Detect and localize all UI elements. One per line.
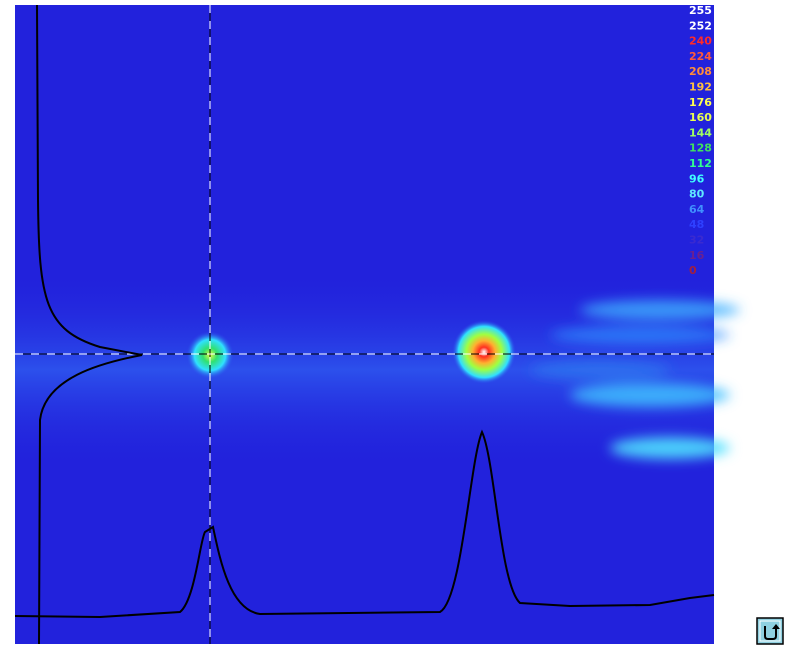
vertical-profile <box>36 4 143 645</box>
scale-label: 208 <box>689 65 712 78</box>
streaks <box>530 300 740 459</box>
scale-label: 160 <box>689 111 712 124</box>
scale-label: 64 <box>689 203 705 216</box>
color-scale: 2552522402242081921761601441281129680644… <box>689 4 712 277</box>
scale-label: 255 <box>689 4 712 17</box>
scale-label: 192 <box>689 81 712 94</box>
undo-button[interactable] <box>756 617 784 645</box>
scale-label: 144 <box>689 126 712 139</box>
scale-label: 0 <box>689 264 697 277</box>
scale-label: 16 <box>689 249 705 262</box>
scale-label: 80 <box>689 188 705 201</box>
scale-label: 224 <box>689 50 712 63</box>
scale-label: 96 <box>689 172 705 185</box>
beam-spot <box>452 320 516 384</box>
scale-label: 176 <box>689 96 712 109</box>
horizontal-profile <box>14 429 715 619</box>
scale-label: 240 <box>689 35 712 48</box>
scale-label: 128 <box>689 142 712 155</box>
scale-label: 112 <box>689 157 712 170</box>
scale-label: 32 <box>689 234 704 247</box>
scale-label: 48 <box>689 218 704 231</box>
scale-label: 252 <box>689 19 712 32</box>
